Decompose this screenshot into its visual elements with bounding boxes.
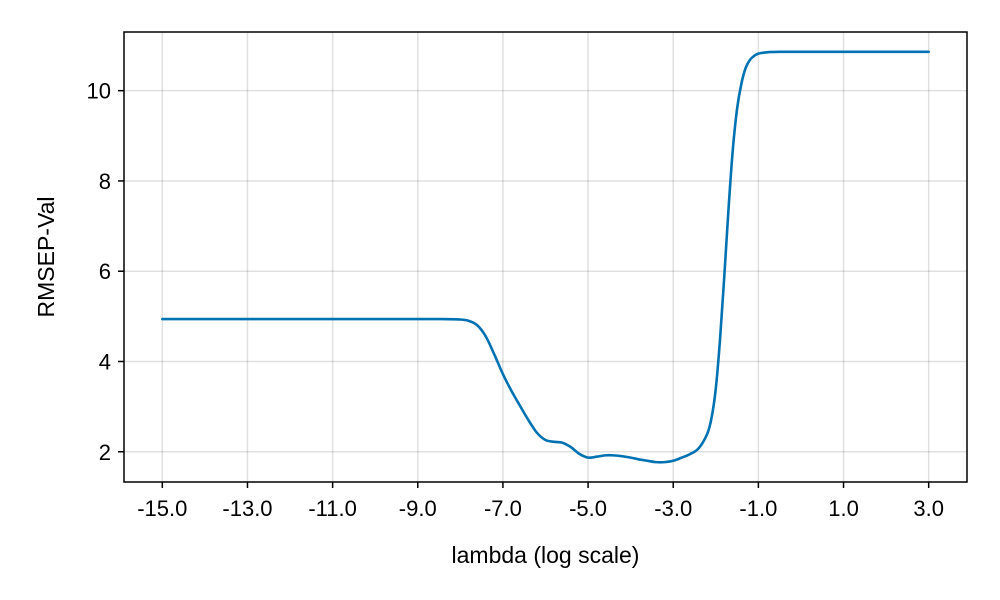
x-tick-label: -9.0 [399, 496, 437, 521]
x-tick-label: -13.0 [222, 496, 272, 521]
y-tick-label: 10 [87, 79, 111, 104]
x-tick-label: -5.0 [569, 496, 607, 521]
y-tick-label: 4 [99, 349, 111, 374]
x-axis-title: lambda (log scale) [452, 542, 640, 568]
axis-ticks: -15.0 -13.0 -11.0 -9.0 -7.0 -5.0 -3.0 -1.0 1.0 3.… [87, 79, 944, 521]
series-layer [161, 50, 930, 464]
y-axis-title: RMSEP-Val [33, 197, 59, 318]
y-tick-label: 8 [99, 169, 111, 194]
plot-frame [123, 31, 968, 483]
grid-lines [124, 32, 967, 482]
y-tick-label: 2 [99, 440, 111, 465]
y-tick-label: 6 [99, 259, 111, 284]
x-tick-label: -3.0 [654, 496, 692, 521]
x-tick-label: 3.0 [913, 496, 944, 521]
x-tick-label: -7.0 [484, 496, 522, 521]
series-line-0 [161, 50, 930, 464]
x-tick-label: -1.0 [739, 496, 777, 521]
x-tick-label: 1.0 [828, 496, 859, 521]
x-tick-label: -15.0 [137, 496, 187, 521]
x-tick-label: -11.0 [308, 496, 357, 521]
